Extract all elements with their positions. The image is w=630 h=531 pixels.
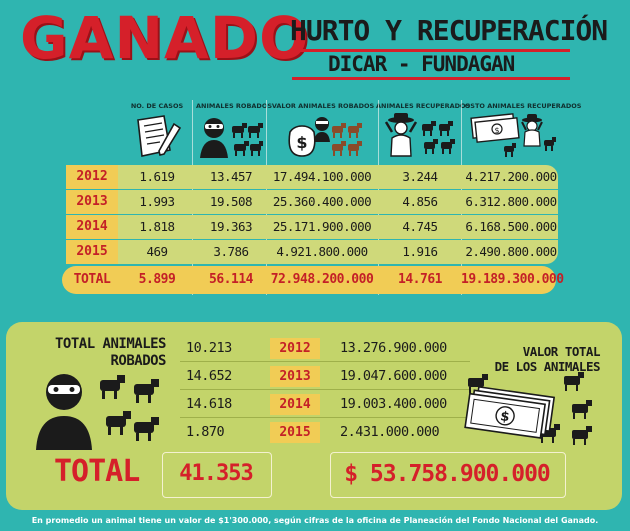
valor-total-title: VALOR TOTAL DE LOS ANIMALES: [486, 344, 601, 374]
col-header-recuperados: ANIMALES RECUPERADOS: [376, 102, 471, 110]
bottom-animales-value: 10.213: [186, 340, 232, 356]
banknotes-cows-icon: $: [464, 372, 592, 445]
total-animales-value: 41.353: [179, 461, 253, 486]
cell-recuperados: 3.244: [402, 169, 438, 184]
row-divider: [180, 361, 470, 362]
cell-valor-robados: 4.921.800.000: [276, 244, 368, 259]
total-valor-box: [330, 452, 566, 498]
cell-costo-recuperados: 2.490.800.000: [465, 244, 557, 259]
table-row: [118, 165, 558, 189]
bottom-year: 2013: [270, 366, 320, 387]
row-year: 2013: [66, 190, 118, 214]
col-header-valor-robados: VALOR ANIMALES ROBADOS: [271, 102, 375, 110]
cell-casos: 1.619: [139, 169, 175, 184]
cell-robados: 13.457: [209, 169, 253, 184]
left-title-line-2: ROBADOS: [110, 353, 166, 369]
svg-text:$: $: [494, 126, 499, 135]
cell-costo-recuperados: 4.217.200.000: [465, 169, 557, 184]
bottom-valor-value: 2.431.000.000: [340, 424, 440, 440]
bottom-valor-value: 19.003.400.000: [340, 396, 447, 412]
cell-casos: 1.818: [139, 219, 175, 234]
row-year: 2014: [66, 215, 118, 239]
thief-with-cows-icon: [200, 118, 263, 158]
cell-casos: 469: [146, 244, 168, 259]
header-rule: [292, 49, 570, 52]
row-divider: [180, 417, 470, 418]
right-title-line-1: VALOR TOTAL: [522, 344, 601, 359]
cell-robados: 3.786: [213, 244, 249, 259]
total-row: [62, 266, 556, 294]
col-header-casos: No. DE CASOS: [130, 102, 184, 110]
farmer-cows-icon: [384, 113, 455, 157]
row-year: 2012: [66, 165, 118, 189]
bottom-valor-value: 19.047.600.000: [340, 368, 447, 384]
cell-robados: 19.363: [209, 219, 253, 234]
total-casos: 5.899: [138, 272, 176, 287]
cell-valor-robados: 25.171.900.000: [272, 219, 372, 234]
right-title-line-2: DE LOS ANIMALES: [494, 359, 601, 374]
table-row: [118, 190, 558, 214]
table-row: [118, 215, 558, 239]
svg-text:$: $: [296, 133, 307, 152]
cell-recuperados: 1.916: [402, 244, 438, 259]
cell-robados: 19.508: [209, 194, 253, 209]
bottom-year: 2015: [270, 422, 320, 443]
left-title-line-1: TOTAL ANIMALES: [54, 336, 167, 352]
col-header-costo-recuperados: COSTO ANIMALES RECUPERADOS: [460, 102, 582, 110]
bottom-year: 2012: [270, 338, 320, 359]
money-bag-cows-icon: $: [288, 117, 362, 157]
bottom-total-label: TOTAL: [54, 454, 140, 489]
svg-text:$: $: [499, 409, 510, 425]
total-robados: 56.114: [209, 272, 253, 287]
bottom-valor-value: 13.276.900.000: [340, 340, 447, 356]
total-valor-value: $ 53.758.900.000: [344, 461, 551, 487]
table-row: [118, 240, 558, 264]
banknote-farmer-cows-icon: $: [470, 113, 556, 157]
cell-costo-recuperados: 6.168.500.000: [465, 219, 557, 234]
cell-casos: 1.993: [139, 194, 175, 209]
col-header-robados: ANIMALES ROBADOS: [196, 102, 273, 110]
header-rule-2: [292, 77, 570, 80]
cell-valor-robados: 17.494.100.000: [272, 169, 372, 184]
cell-costo-recuperados: 6.312.800.000: [465, 194, 557, 209]
bottom-year: 2014: [270, 394, 320, 415]
row-year: 2015: [66, 240, 118, 264]
page-subtitle: HURTO Y RECUPERACIÓN: [290, 14, 608, 47]
total-recuperados: 14.761: [398, 272, 442, 287]
source-label: DICAR - FUNDAGAN: [328, 52, 515, 76]
page-title: GANADO: [20, 4, 310, 72]
cell-valor-robados: 25.360.400.000: [272, 194, 372, 209]
footnote: En promedio un animal tiene un valor de …: [31, 516, 599, 525]
bottom-animales-value: 1.870: [186, 424, 225, 440]
thief-cows-icon: [36, 374, 159, 450]
bottom-animales-value: 14.618: [186, 396, 232, 412]
total-animales-box: [162, 452, 272, 498]
bottom-animales-value: 14.652: [186, 368, 232, 384]
row-divider: [180, 389, 470, 390]
document-pen-icon: [137, 115, 182, 157]
cell-recuperados: 4.745: [402, 219, 438, 234]
total-label: TOTAL: [73, 272, 111, 287]
cell-recuperados: 4.856: [402, 194, 438, 209]
total-valor-robados: 72.948.200.000: [270, 272, 374, 287]
total-costo-recuperados: 19.189.300.000: [461, 272, 564, 287]
total-animales-robados-title: TOTAL ANIMALES ROBADOS: [40, 336, 167, 370]
